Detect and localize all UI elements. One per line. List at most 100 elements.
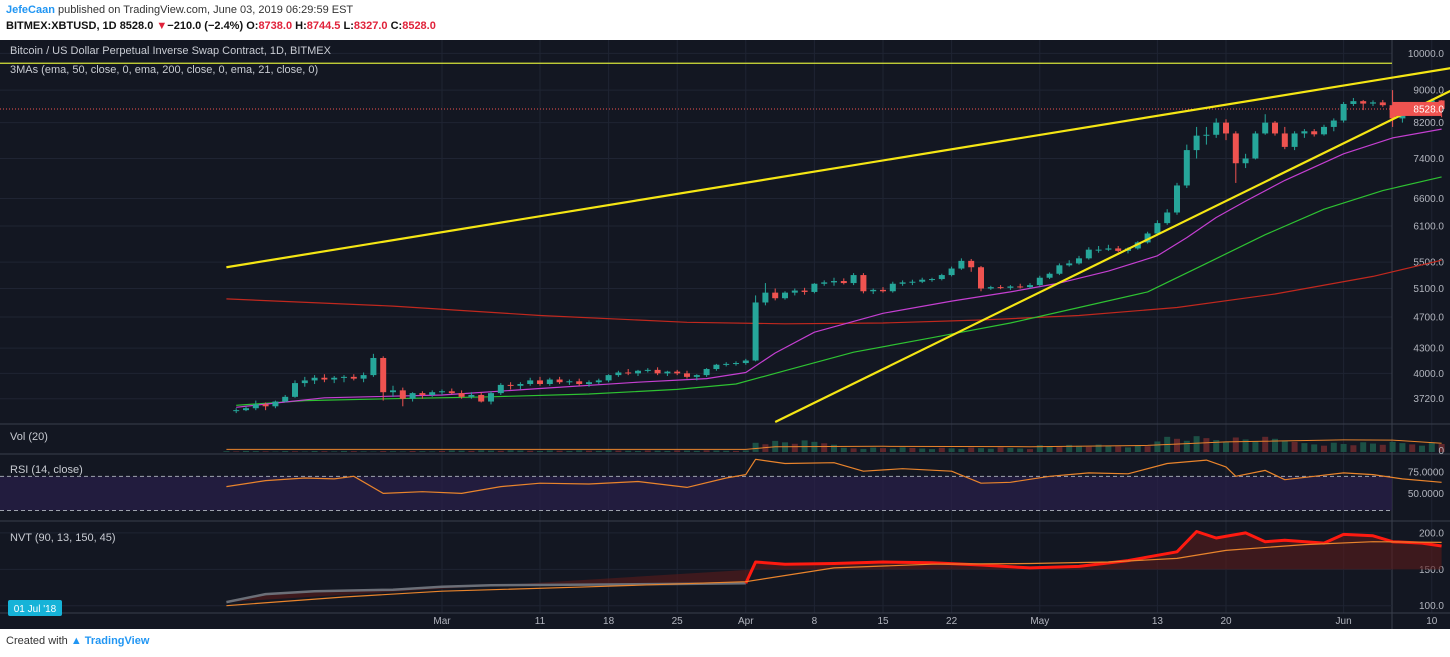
volume-bar — [439, 450, 445, 452]
candle-body — [1193, 135, 1200, 151]
volume-bar — [684, 450, 690, 452]
x-tick-label: Jun — [1336, 616, 1352, 627]
candle-body — [1360, 101, 1367, 104]
volume-bar — [1232, 437, 1239, 452]
symbol-label: BITMEX:XBTUSD, 1D — [6, 20, 117, 32]
ma-legend: 3MAs (ema, 50, close, 0, ema, 200, close… — [10, 64, 319, 76]
candle-body — [605, 375, 612, 381]
volume-bar — [1007, 447, 1014, 452]
x-tick-label: 8 — [812, 616, 818, 627]
candle-body — [1036, 277, 1043, 286]
volume-bar — [468, 450, 475, 452]
volume-bar — [1321, 445, 1327, 452]
volume-bar — [938, 447, 945, 452]
chart-title: Bitcoin / US Dollar Perpetual Inverse Sw… — [10, 45, 331, 57]
candle-body — [987, 287, 994, 289]
candle-body — [1203, 134, 1210, 136]
candle-body — [595, 380, 602, 383]
candle-body — [948, 268, 955, 276]
last-price-tag — [1393, 101, 1441, 116]
volume-bar — [546, 450, 553, 452]
x-tick-label: 25 — [672, 616, 684, 627]
close-label: C: — [390, 20, 403, 32]
candle-body — [566, 381, 573, 383]
volume-bar — [262, 451, 269, 452]
tradingview-logo-icon: ▲ — [70, 635, 82, 647]
ema200-line — [226, 259, 1442, 325]
volume-bar — [252, 451, 259, 452]
candle-body — [517, 383, 524, 386]
volume-bar — [448, 450, 455, 452]
candle-body — [840, 281, 847, 284]
volume-bar — [1281, 440, 1288, 452]
y-tick-label: 3720.0 — [1413, 394, 1444, 405]
x-tick-label: Mar — [433, 616, 451, 627]
candle-body — [733, 363, 739, 365]
candle-body — [1213, 122, 1220, 135]
volume-bar — [1360, 442, 1367, 452]
volume-bar — [360, 451, 367, 452]
candle-body — [243, 408, 249, 411]
candle-body — [341, 376, 347, 378]
candle-body — [1085, 249, 1092, 259]
volume-bar — [840, 447, 847, 452]
volume-bar — [997, 447, 1004, 452]
volume-bar — [1399, 443, 1406, 452]
volume-bar — [929, 449, 935, 452]
volume-bar — [948, 448, 955, 452]
volume-bar — [644, 450, 651, 452]
candle-body — [635, 370, 641, 374]
candle-body — [321, 377, 328, 380]
candle-body — [1066, 263, 1073, 266]
y-tick-label: 6100.0 — [1413, 221, 1444, 232]
volume-bar — [605, 450, 612, 452]
volume-bar — [987, 448, 994, 452]
footer-bar: Created with ▲ TradingView — [0, 629, 1450, 657]
chart-area[interactable]: 10000.0 9000.0 8200.0 7400.0 6600.0 6100.0 550… — [0, 40, 1450, 629]
tradingview-brand[interactable]: TradingView — [84, 635, 150, 647]
candle-body — [742, 360, 749, 364]
volume-legend: Vol (20) — [10, 431, 48, 443]
candle-body — [929, 279, 935, 281]
candle-body — [968, 260, 975, 268]
candle-body — [1340, 103, 1347, 121]
candle-body — [350, 376, 357, 379]
nvt-tick-label: 100.0 — [1419, 601, 1444, 612]
created-with: Created with ▲ TradingView — [6, 635, 149, 647]
candle-body — [419, 393, 426, 395]
candle-body — [1076, 258, 1082, 264]
high-value: 8744.5 — [306, 20, 341, 32]
candle-body — [1281, 133, 1288, 147]
candle-body — [1291, 133, 1298, 147]
volume-bar — [429, 451, 436, 452]
candle-body — [576, 381, 583, 384]
candle-body — [880, 289, 886, 292]
candle-body — [409, 393, 416, 399]
volume-bar — [1125, 447, 1131, 452]
rsi-tick-label: 50.0000 — [1408, 489, 1445, 500]
candle-body — [1007, 286, 1014, 288]
rsi-band — [0, 476, 1392, 511]
candle-body — [1223, 122, 1229, 134]
volume-bar — [1438, 443, 1445, 452]
candle-body — [1438, 100, 1445, 109]
volume-bar — [1370, 443, 1376, 452]
volume-bar — [1301, 443, 1308, 452]
candle-body — [282, 396, 289, 402]
candle-body — [1144, 233, 1151, 243]
volume-bar — [233, 451, 240, 452]
author-name[interactable]: JefeCaan — [6, 4, 55, 16]
candle-body — [1330, 120, 1337, 127]
chart-canvas[interactable]: 10000.09000.08200.07400.06600.06100.0550… — [0, 40, 1450, 629]
candle-body — [997, 287, 1004, 289]
volume-bar — [674, 450, 681, 452]
trendline — [774, 89, 1450, 423]
candle-body — [1164, 212, 1171, 224]
volume-bar — [1419, 445, 1425, 452]
volume-bar — [507, 450, 514, 452]
volume-bar — [497, 450, 504, 452]
candle-body — [497, 384, 504, 394]
candle-body — [272, 401, 279, 407]
candle-body — [1017, 286, 1024, 288]
candle-body — [292, 383, 298, 397]
